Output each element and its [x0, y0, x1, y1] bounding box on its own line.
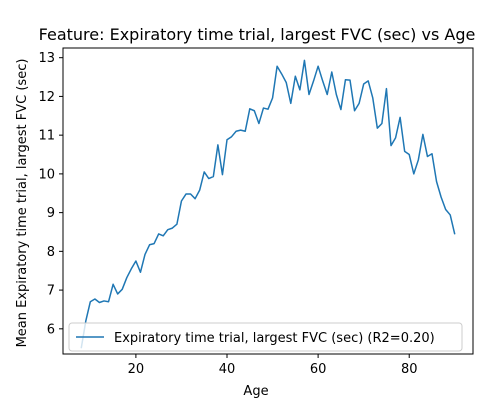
y-axis-label: Mean Expiratory time trial, largest FVC … — [15, 59, 30, 348]
series-line-0 — [80, 59, 456, 349]
legend-label: Expiratory time trial, largest FVC (sec)… — [114, 331, 435, 346]
y-tick-label: 9 — [47, 206, 55, 221]
y-tick-label: 11 — [38, 129, 55, 144]
y-tick-label: 13 — [38, 51, 55, 66]
y-tick-label: 12 — [38, 90, 55, 105]
legend: Expiratory time trial, largest FVC (sec)… — [68, 322, 463, 352]
y-tick-label: 6 — [47, 322, 55, 337]
x-tick-label: 80 — [401, 362, 418, 377]
axes-frame — [62, 47, 474, 355]
y-tick-label: 7 — [47, 284, 55, 299]
x-tick-label: 20 — [128, 362, 145, 377]
x-tick-label: 40 — [219, 362, 236, 377]
y-tick-label: 8 — [47, 245, 55, 260]
x-tick-label: 60 — [310, 362, 327, 377]
chart-title: Feature: Expiratory time trial, largest … — [39, 25, 476, 44]
plot-area: 20 40 60 80 6 7 8 9 10 11 12 13 — [38, 47, 474, 377]
y-tick-label: 10 — [38, 167, 55, 182]
x-axis-label: Age — [243, 384, 268, 399]
legend-box — [68, 322, 463, 352]
